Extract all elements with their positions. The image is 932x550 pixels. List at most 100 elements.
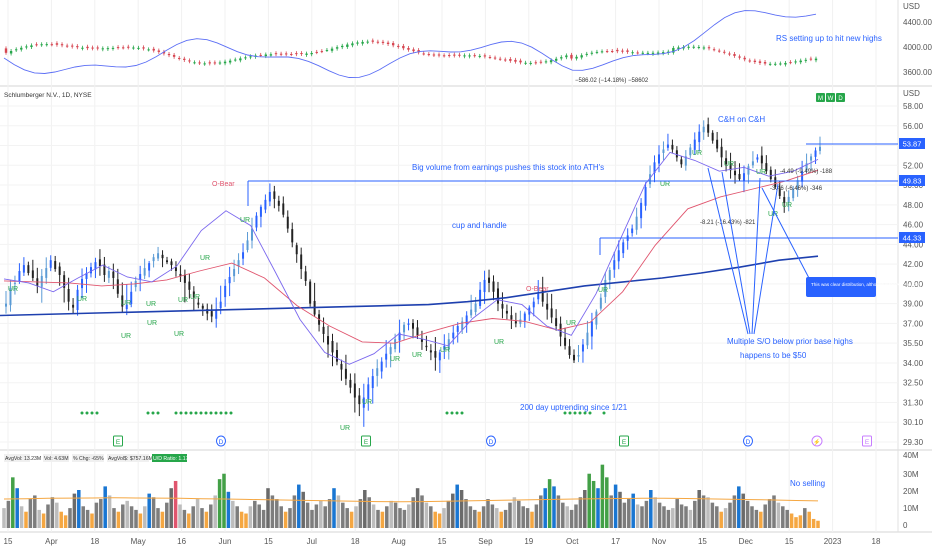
top-candle-body [442,55,446,57]
top-candle-body [30,45,33,48]
top-candle-body [127,46,130,48]
annotation-200-day: 200 day uptrending since 1/21 [520,403,628,412]
candle-body [684,156,687,166]
top-candle-body [4,48,8,53]
candle-body [604,279,607,297]
price-tick-label: 29.30 [903,438,924,447]
top-candle-body [407,47,410,50]
volume-bar [332,488,336,528]
volume-annotation: No selling [790,479,825,488]
measure-3: -3.46 (-6.46%) -346 [770,186,823,192]
candle-body [85,273,88,279]
volume-bar [178,504,182,528]
volume-bar [389,500,393,528]
volume-bar [732,495,737,528]
monthly-button[interactable] [816,93,825,102]
candle-body [774,177,777,188]
top-candle-body [376,41,380,43]
signal-dot [151,411,155,415]
top-candle-body [371,40,374,42]
volume-bar [468,506,473,528]
volume-bar [24,511,28,528]
candle-body [707,124,710,133]
volume-bar [275,499,279,528]
top-candle-body [590,52,594,54]
x-tick-label: 18 [872,537,881,546]
top-candle-body [458,54,461,56]
top-candle-body [763,62,767,64]
volume-bar [596,488,600,528]
event-marker-label: E [116,439,121,446]
distribution-note-box [806,277,876,297]
candle-body [376,368,379,376]
candle-body [157,253,160,259]
candle-body [327,336,330,345]
top-candle-body [290,53,293,55]
candle-body [644,187,647,206]
volume-bar [433,511,437,528]
annotation-cup-and-handle: cup and handle [452,221,507,230]
volume-bar [204,511,209,528]
candle-body [751,161,754,166]
top-candle-body [40,44,43,46]
x-tick-label: 15 [4,537,13,546]
volume-bar [411,497,415,528]
candle-body [389,347,392,355]
top-candle-body [514,59,517,62]
volume-bar [341,502,345,528]
candle-body [362,397,365,408]
candle-body [769,169,772,180]
top-axis-4000: 4000.00 [903,43,932,52]
candle-body [577,355,580,357]
top-candle-body [121,47,125,49]
price-label-53-87: 53.87 [903,140,922,149]
volume-bar [68,508,72,528]
top-candle-body [269,54,273,56]
volume-bar [55,502,59,528]
candle-body [398,332,401,341]
candle-body [599,297,602,309]
volume-bar [191,506,195,528]
top-candle-body [779,63,782,65]
signal-dot [90,411,94,415]
event-marker-box [743,435,753,447]
top-candle-body [20,47,23,50]
top-axis-3600: 3600.00 [903,68,932,77]
daily-button[interactable] [836,93,845,102]
top-candle-body [529,62,532,64]
top-candle-body [809,58,813,60]
volume-bar [517,500,521,528]
monthly-button-label: M [818,96,823,102]
top-candle-body [81,47,84,49]
candle-body [819,146,821,151]
weekly-button[interactable] [826,93,835,102]
candle-body [170,261,173,266]
volume-bar [811,518,816,528]
top-candle-body [218,62,222,64]
volume-bar [257,504,261,528]
top-candle-body [799,60,802,63]
volume-bar [156,508,160,528]
signal-dot [209,411,213,415]
x-tick-label: Oct [566,537,579,546]
top-candle-body [386,42,390,44]
candle-body [412,323,414,329]
volume-bar [288,508,292,528]
volume-bar [217,479,222,528]
event-marker-label: D [746,439,751,446]
candle-body [67,289,70,302]
volume-bar [305,502,310,528]
candle-body [273,191,276,199]
top-candle-body [198,62,201,64]
top-candle-body [427,54,431,56]
candle-body [335,350,338,362]
ur-label: UR [121,300,131,307]
top-candle-body [468,55,471,57]
volume-bar [169,488,173,528]
svg-text:Vol: 4.63M: Vol: 4.63M [44,456,69,462]
top-candle-body [356,42,359,44]
volume-bar [385,506,389,528]
candle-body [107,271,110,278]
x-tick-label: 19 [524,537,533,546]
signal-dot [460,411,464,415]
